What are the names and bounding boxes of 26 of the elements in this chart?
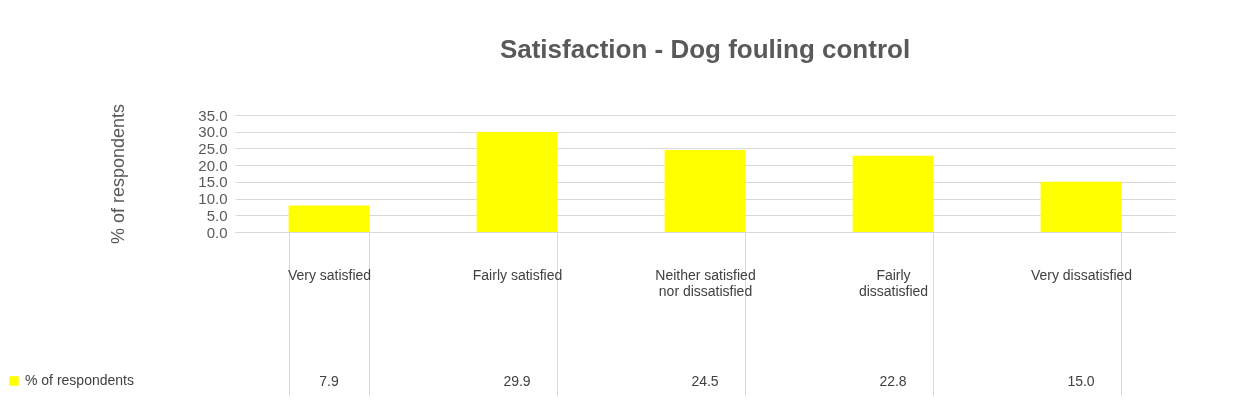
bar	[288, 205, 370, 232]
text: 24.5	[691, 373, 719, 389]
y-tick-label: 20.0	[198, 156, 228, 174]
y-tick-label: 15.0	[198, 173, 228, 191]
y-tick-label: 35.0	[198, 106, 228, 124]
x-tick-label: Very satisfied	[287, 266, 372, 283]
y-axis-title: % of respondents	[108, 103, 129, 245]
x-tick-label: Fairly dissatisfied	[858, 266, 929, 299]
text: 22.8	[879, 373, 907, 389]
x-tick-label: Fairly satisfied	[472, 266, 563, 283]
y-tick-label: 25.0	[198, 139, 228, 157]
y-tick-label: 10.0	[198, 190, 228, 208]
bar	[1040, 181, 1122, 232]
legend-label: % of respondents	[25, 372, 134, 388]
x-tick-label: Neither satisfied nor dissatisfied	[655, 266, 756, 299]
bar	[664, 150, 746, 232]
x-tick-label: Very dissatisfied	[1030, 266, 1133, 283]
bar	[852, 155, 934, 232]
chart-title: Satisfaction - Dog fouling control	[499, 34, 911, 65]
y-tick-label: 30.0	[198, 123, 228, 141]
text: 29.9	[503, 373, 531, 389]
text: 15.0	[1067, 373, 1095, 389]
y-tick-label: 0.0	[206, 223, 228, 241]
text: 7.9	[319, 373, 339, 389]
bar	[476, 132, 558, 232]
y-tick-label: 5.0	[206, 206, 228, 224]
